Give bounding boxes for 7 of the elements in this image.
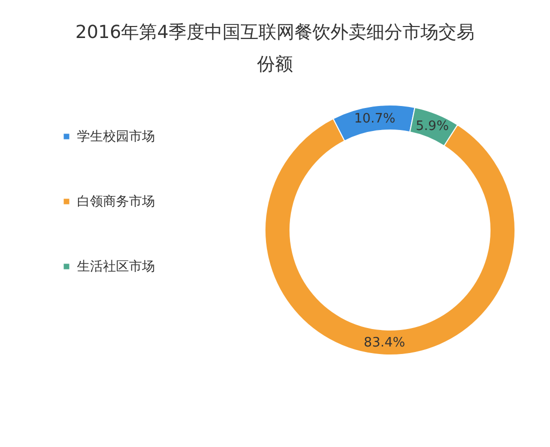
chart-title: 2016年第4季度中国互联网餐饮外卖细分市场交易份额 (75, 22, 475, 75)
data-label: 83.4% (364, 335, 406, 350)
legend-label: 生活社区市场 (77, 260, 155, 274)
data-label: 10.7% (354, 112, 396, 127)
legend-label: 学生校园市场 (77, 130, 155, 144)
data-label: 5.9% (416, 118, 449, 134)
legend-label: 白领商务市场 (77, 194, 155, 210)
